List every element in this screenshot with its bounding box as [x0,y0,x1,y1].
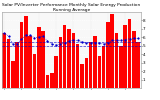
Title: Solar PV/Inverter Performance Monthly Solar Energy Production Running Average: Solar PV/Inverter Performance Monthly So… [2,3,140,12]
Bar [89,42,92,88]
Bar [24,16,28,88]
Bar [33,54,36,88]
Bar [76,44,80,88]
Bar [136,42,140,88]
Bar [11,61,15,88]
Bar [67,29,71,88]
Bar [124,25,127,88]
Bar [106,22,110,88]
Bar [7,39,10,88]
Bar [93,36,97,88]
Bar [2,33,6,88]
Bar [98,56,101,88]
Bar [119,46,123,88]
Bar [46,75,49,88]
Bar [128,19,131,88]
Bar [15,42,19,88]
Bar [59,37,62,88]
Bar [41,31,45,88]
Bar [20,22,23,88]
Bar [50,73,53,88]
Bar [63,25,67,88]
Bar [111,14,114,88]
Bar [132,31,136,88]
Bar [37,27,40,88]
Bar [102,46,105,88]
Bar [84,58,88,88]
Bar [80,64,84,88]
Bar [28,36,32,88]
Bar [54,56,58,88]
Bar [72,33,75,88]
Bar [115,33,118,88]
